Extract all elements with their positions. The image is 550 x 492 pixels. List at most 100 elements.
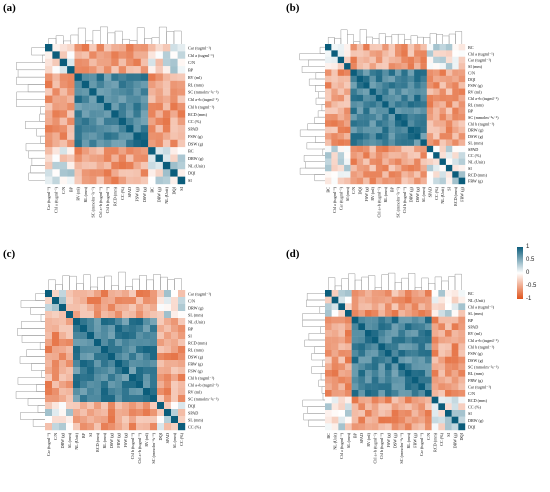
column-tick-label: C/N xyxy=(351,187,356,194)
column-tick-label: Car (tugml⁻¹) xyxy=(46,432,51,456)
heatmap-cell xyxy=(356,82,364,89)
heatmap-cell xyxy=(398,376,406,384)
heatmap-cell xyxy=(388,56,396,64)
heatmap-cell xyxy=(431,290,439,297)
heatmap-cell xyxy=(136,416,144,424)
heatmap-cell xyxy=(365,356,372,364)
color-scale-bar xyxy=(517,247,523,299)
heatmap-cell xyxy=(177,147,186,155)
heatmap-cell xyxy=(458,44,466,51)
heatmap-cell xyxy=(52,311,60,319)
heatmap-cell xyxy=(96,88,105,96)
row-tick-label: SPAD xyxy=(188,410,198,415)
heatmap-cell xyxy=(401,94,408,102)
heatmap-cell xyxy=(52,381,60,389)
row-tick-label: SI xyxy=(468,166,472,171)
row-tick-label: CC (%) xyxy=(468,153,482,158)
heatmap-cell xyxy=(445,120,453,127)
heatmap-cell xyxy=(425,390,432,397)
heatmap-cell xyxy=(143,388,151,396)
heatmap-cell xyxy=(115,423,123,431)
heatmap-cell xyxy=(325,416,332,424)
heatmap-cell xyxy=(155,169,164,177)
heatmap-cell xyxy=(331,82,338,89)
row-tick-label: Chl b (tugml⁻¹) xyxy=(468,121,495,126)
heatmap-cell xyxy=(73,381,81,389)
heatmap-cell xyxy=(115,395,123,403)
heatmap-cell xyxy=(331,416,339,424)
heatmap-cell xyxy=(420,94,428,102)
heatmap-cell xyxy=(325,296,332,304)
heatmap-cell xyxy=(385,323,392,331)
heatmap-cell xyxy=(115,318,123,326)
heatmap-cell xyxy=(375,107,383,115)
heatmap-cell xyxy=(414,139,421,147)
heatmap-cell xyxy=(129,304,137,312)
heatmap-cell xyxy=(378,396,386,404)
heatmap-cell xyxy=(338,350,346,357)
heatmap-cell xyxy=(338,403,346,411)
heatmap-cell xyxy=(375,120,383,127)
heatmap-cell xyxy=(388,139,396,147)
column-tick-label: RCD (mm) xyxy=(113,186,118,206)
heatmap-cell xyxy=(365,370,372,377)
heatmap-cell xyxy=(438,423,446,431)
heatmap-cell xyxy=(391,396,399,404)
heatmap-cell xyxy=(150,367,158,375)
heatmap-cell xyxy=(96,51,105,59)
heatmap-cell xyxy=(118,110,127,118)
heatmap-cell xyxy=(433,177,440,185)
heatmap-cell xyxy=(45,117,53,126)
heatmap-cell xyxy=(345,323,352,331)
row-tick-label: C/N xyxy=(468,391,475,396)
heatmap-cell xyxy=(118,88,127,96)
heatmap-cell xyxy=(143,304,151,312)
heatmap-cell xyxy=(118,73,127,82)
heatmap-cell xyxy=(445,323,452,331)
heatmap-cell xyxy=(351,403,359,411)
heatmap-cell xyxy=(331,56,338,64)
heatmap-cell xyxy=(148,132,156,140)
heatmap-cell xyxy=(111,102,119,111)
heatmap-cell xyxy=(358,330,366,337)
heatmap-cell xyxy=(458,356,466,364)
heatmap-cell xyxy=(445,296,452,304)
heatmap-cell xyxy=(103,139,112,148)
row-tick-label: SI xyxy=(188,333,192,338)
heatmap-cell xyxy=(87,318,95,326)
heatmap-cell xyxy=(171,381,179,389)
heatmap-cell xyxy=(345,303,352,311)
heatmap-cell xyxy=(59,402,67,410)
heatmap-cell xyxy=(382,145,389,153)
heatmap-cell xyxy=(115,297,123,305)
heatmap-cell xyxy=(369,56,377,64)
heatmap-cell xyxy=(325,120,332,127)
heatmap-cell xyxy=(452,145,459,153)
heatmap-cell xyxy=(133,73,141,82)
heatmap-cell xyxy=(438,363,446,371)
heatmap-cell xyxy=(439,101,447,108)
heatmap-cell xyxy=(73,409,81,417)
heatmap-cell xyxy=(458,126,466,134)
column-tick-label: RL (mm) xyxy=(406,432,411,448)
heatmap-cell xyxy=(445,126,453,134)
heatmap-cell xyxy=(375,69,383,77)
heatmap-cell xyxy=(162,169,171,177)
heatmap-cell xyxy=(67,73,75,82)
heatmap-cell xyxy=(388,101,396,108)
heatmap-cell xyxy=(385,410,392,417)
heatmap-cell xyxy=(405,363,412,371)
heatmap-cell xyxy=(344,107,351,115)
column-tick-label: BP xyxy=(389,186,394,192)
heatmap-cell xyxy=(101,339,109,347)
heatmap-cell xyxy=(126,147,134,155)
heatmap-cell xyxy=(418,356,426,364)
heatmap-cell xyxy=(438,396,446,404)
heatmap-cell xyxy=(405,303,412,311)
color-scale-tick: -1 xyxy=(526,296,532,302)
heatmap-cell xyxy=(129,353,137,361)
heatmap-cell xyxy=(411,290,419,297)
heatmap-cell xyxy=(382,171,389,178)
row-tick-label: SPAD xyxy=(468,147,478,152)
heatmap-cell xyxy=(356,50,364,57)
